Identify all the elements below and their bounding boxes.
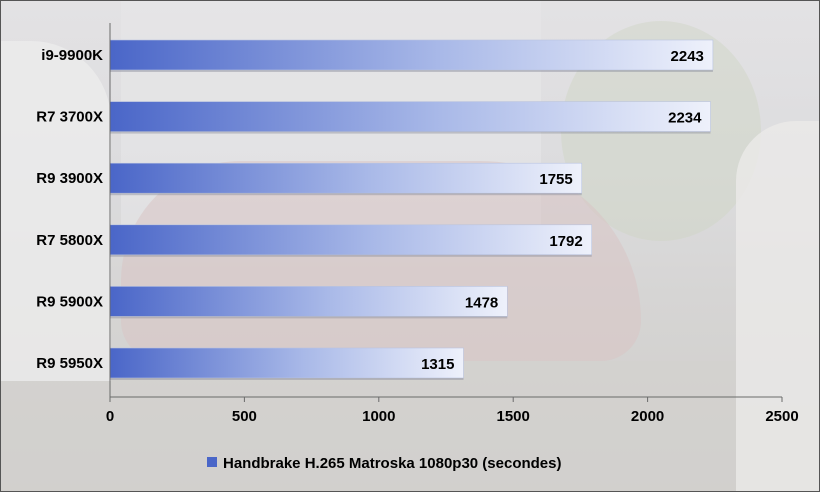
bar-r7-3700x [109, 101, 711, 132]
data-labels: 2243 2234 1755 1792 1478 1315 [421, 48, 704, 373]
category-label: i9-9900K [41, 47, 103, 64]
x-tick-label: 1000 [362, 408, 395, 425]
data-label: 1792 [549, 233, 582, 250]
bar-r9-3900x [109, 162, 583, 194]
bar-r9-5900x [109, 286, 508, 317]
background-right-car [736, 121, 819, 491]
bar-i9-9900k [109, 39, 714, 71]
background-left-car [1, 41, 111, 381]
bar-shadow [110, 378, 464, 380]
bar-shadow [110, 193, 582, 196]
data-label: 2243 [671, 48, 704, 65]
x-tick-label: 0 [106, 408, 114, 425]
legend-label: Handbrake H.265 Matroska 1080p30 (second… [223, 455, 562, 472]
legend: Handbrake H.265 Matroska 1080p30 (second… [207, 455, 562, 472]
data-label: 2234 [668, 110, 702, 127]
data-label: 1315 [421, 356, 454, 373]
bar-r9-5950x [109, 347, 464, 379]
bar-shadow [110, 131, 711, 134]
background-car [121, 161, 641, 361]
category-label: R7 5800X [36, 232, 103, 249]
x-tick-label: 1500 [497, 408, 530, 425]
x-axis: 0 500 1000 1500 2000 2500 [106, 23, 799, 425]
bar-shadow [110, 70, 713, 72]
background-ground [1, 361, 819, 491]
data-label: 1478 [465, 294, 498, 311]
category-label: R9 3900X [36, 170, 103, 187]
x-tick-label: 500 [232, 408, 257, 425]
category-label: R9 5900X [36, 293, 103, 310]
bar-r7-5800x [109, 224, 592, 256]
x-tick-label: 2000 [631, 408, 664, 425]
category-label: R7 3700X [36, 109, 103, 126]
data-label: 1755 [539, 171, 572, 188]
bar-shadow [110, 316, 508, 319]
legend-swatch [207, 457, 217, 467]
category-labels: i9-9900K R7 3700X R9 3900X R7 5800X R9 5900X… [36, 47, 103, 372]
category-label: R9 5950X [36, 355, 103, 372]
x-tick-label: 2500 [765, 408, 798, 425]
bars-group [109, 39, 714, 380]
bar-shadow [110, 254, 592, 257]
